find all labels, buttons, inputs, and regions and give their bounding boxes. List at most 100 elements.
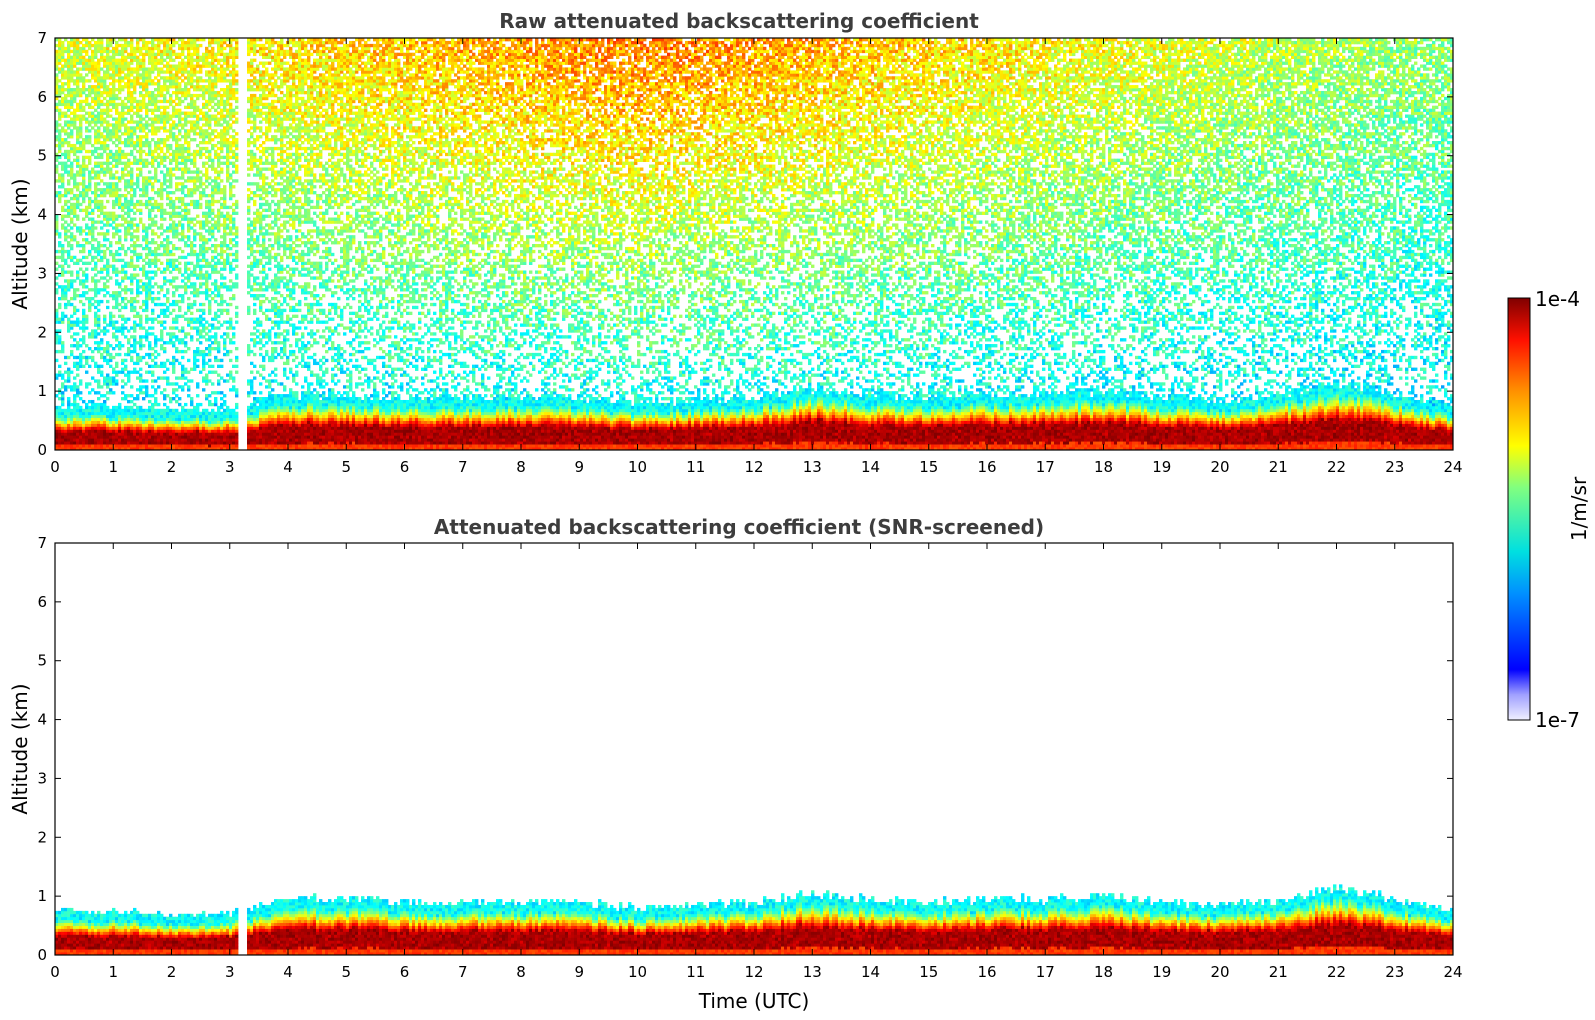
- heatmap-cell: [94, 76, 97, 79]
- heatmap-cell: [109, 323, 112, 326]
- heatmap-cell: [94, 403, 97, 406]
- heatmap-cell: [88, 170, 91, 173]
- heatmap-cell: [70, 344, 73, 347]
- heatmap-cell: [115, 421, 118, 424]
- heatmap-cell: [79, 103, 82, 106]
- heatmap-cell: [97, 270, 100, 273]
- heatmap-cell: [118, 73, 121, 76]
- heatmap-cell: [136, 312, 139, 315]
- heatmap-cell: [79, 418, 82, 421]
- heatmap-cell: [142, 229, 145, 232]
- heatmap-cell: [139, 126, 142, 129]
- heatmap-cell: [121, 276, 124, 279]
- heatmap-cell: [85, 150, 88, 153]
- heatmap-cell: [61, 218, 64, 221]
- heatmap-cell: [139, 147, 142, 150]
- heatmap-cell: [97, 232, 100, 235]
- heatmap-cell: [106, 50, 109, 53]
- heatmap-cell: [118, 88, 121, 91]
- heatmap-cell: [103, 62, 106, 65]
- heatmap-cell: [109, 438, 112, 441]
- heatmap-cell: [127, 203, 130, 206]
- heatmap-cell: [139, 347, 142, 350]
- heatmap-cell: [121, 368, 124, 371]
- heatmap-cell: [70, 64, 73, 67]
- heatmap-cell: [121, 209, 124, 212]
- heatmap-cell: [133, 206, 136, 209]
- heatmap-cell: [145, 79, 148, 82]
- heatmap-cell: [103, 350, 106, 353]
- heatmap-cell: [145, 291, 148, 294]
- heatmap-cell: [121, 409, 124, 412]
- heatmap-cell: [145, 91, 148, 94]
- heatmap-cell: [79, 353, 82, 356]
- heatmap-cell: [151, 385, 154, 388]
- heatmap-cell: [73, 126, 76, 129]
- heatmap-cell: [124, 444, 127, 447]
- heatmap-cell: [112, 53, 115, 56]
- heatmap-cell: [106, 85, 109, 88]
- heatmap-cell: [112, 315, 115, 318]
- heatmap-cell: [115, 194, 118, 197]
- heatmap-cell: [139, 359, 142, 362]
- heatmap-cell: [127, 444, 130, 447]
- heatmap-cell: [88, 297, 91, 300]
- heatmap-cell: [109, 115, 112, 118]
- heatmap-cell: [61, 59, 64, 62]
- heatmap-cell: [124, 126, 127, 129]
- heatmap-cell: [103, 409, 106, 412]
- heatmap-cell: [127, 106, 130, 109]
- heatmap-cell: [103, 117, 106, 120]
- heatmap-cell: [121, 167, 124, 170]
- heatmap-cell: [109, 73, 112, 76]
- heatmap-cell: [121, 150, 124, 153]
- heatmap-cell: [118, 403, 121, 406]
- heatmap-cell: [58, 47, 61, 50]
- heatmap-cell: [103, 91, 106, 94]
- heatmap-cell: [148, 147, 151, 150]
- heatmap-cell: [76, 388, 79, 391]
- heatmap-cell: [91, 288, 94, 291]
- heatmap-cell: [136, 144, 139, 147]
- heatmap-cell: [79, 100, 82, 103]
- heatmap-cell: [121, 162, 124, 165]
- heatmap-cell: [106, 373, 109, 376]
- heatmap-cell: [94, 188, 97, 191]
- heatmap-cell: [136, 359, 139, 362]
- heatmap-cell: [61, 126, 64, 129]
- heatmap-cell: [67, 415, 70, 418]
- heatmap-cell: [148, 82, 151, 85]
- heatmap-cell: [82, 156, 85, 159]
- heatmap-cell: [85, 232, 88, 235]
- heatmap-cell: [133, 412, 136, 415]
- heatmap-cell: [85, 215, 88, 218]
- heatmap-cell: [139, 173, 142, 176]
- heatmap-cell: [133, 403, 136, 406]
- heatmap-cell: [136, 56, 139, 59]
- heatmap-cell: [73, 206, 76, 209]
- heatmap-cell: [121, 176, 124, 179]
- heatmap-cell: [121, 435, 124, 438]
- heatmap-cell: [82, 262, 85, 265]
- heatmap-cell: [142, 162, 145, 165]
- heatmap-cell: [58, 191, 61, 194]
- heatmap-cell: [76, 103, 79, 106]
- heatmap-cell: [145, 144, 148, 147]
- heatmap-cell: [136, 265, 139, 268]
- heatmap-cell: [109, 173, 112, 176]
- heatmap-cell: [118, 76, 121, 79]
- heatmap-cell: [112, 371, 115, 374]
- heatmap-cell: [85, 112, 88, 115]
- heatmap-cell: [82, 200, 85, 203]
- heatmap-cell: [142, 379, 145, 382]
- heatmap-cell: [67, 170, 70, 173]
- heatmap-cell: [109, 429, 112, 432]
- heatmap-cell: [64, 76, 67, 79]
- heatmap-cell: [67, 285, 70, 288]
- heatmap-cell: [85, 73, 88, 76]
- heatmap-cell: [97, 406, 100, 409]
- heatmap-cell: [142, 176, 145, 179]
- heatmap-cell: [70, 67, 73, 70]
- heatmap-cell: [103, 88, 106, 91]
- heatmap-cell: [76, 288, 79, 291]
